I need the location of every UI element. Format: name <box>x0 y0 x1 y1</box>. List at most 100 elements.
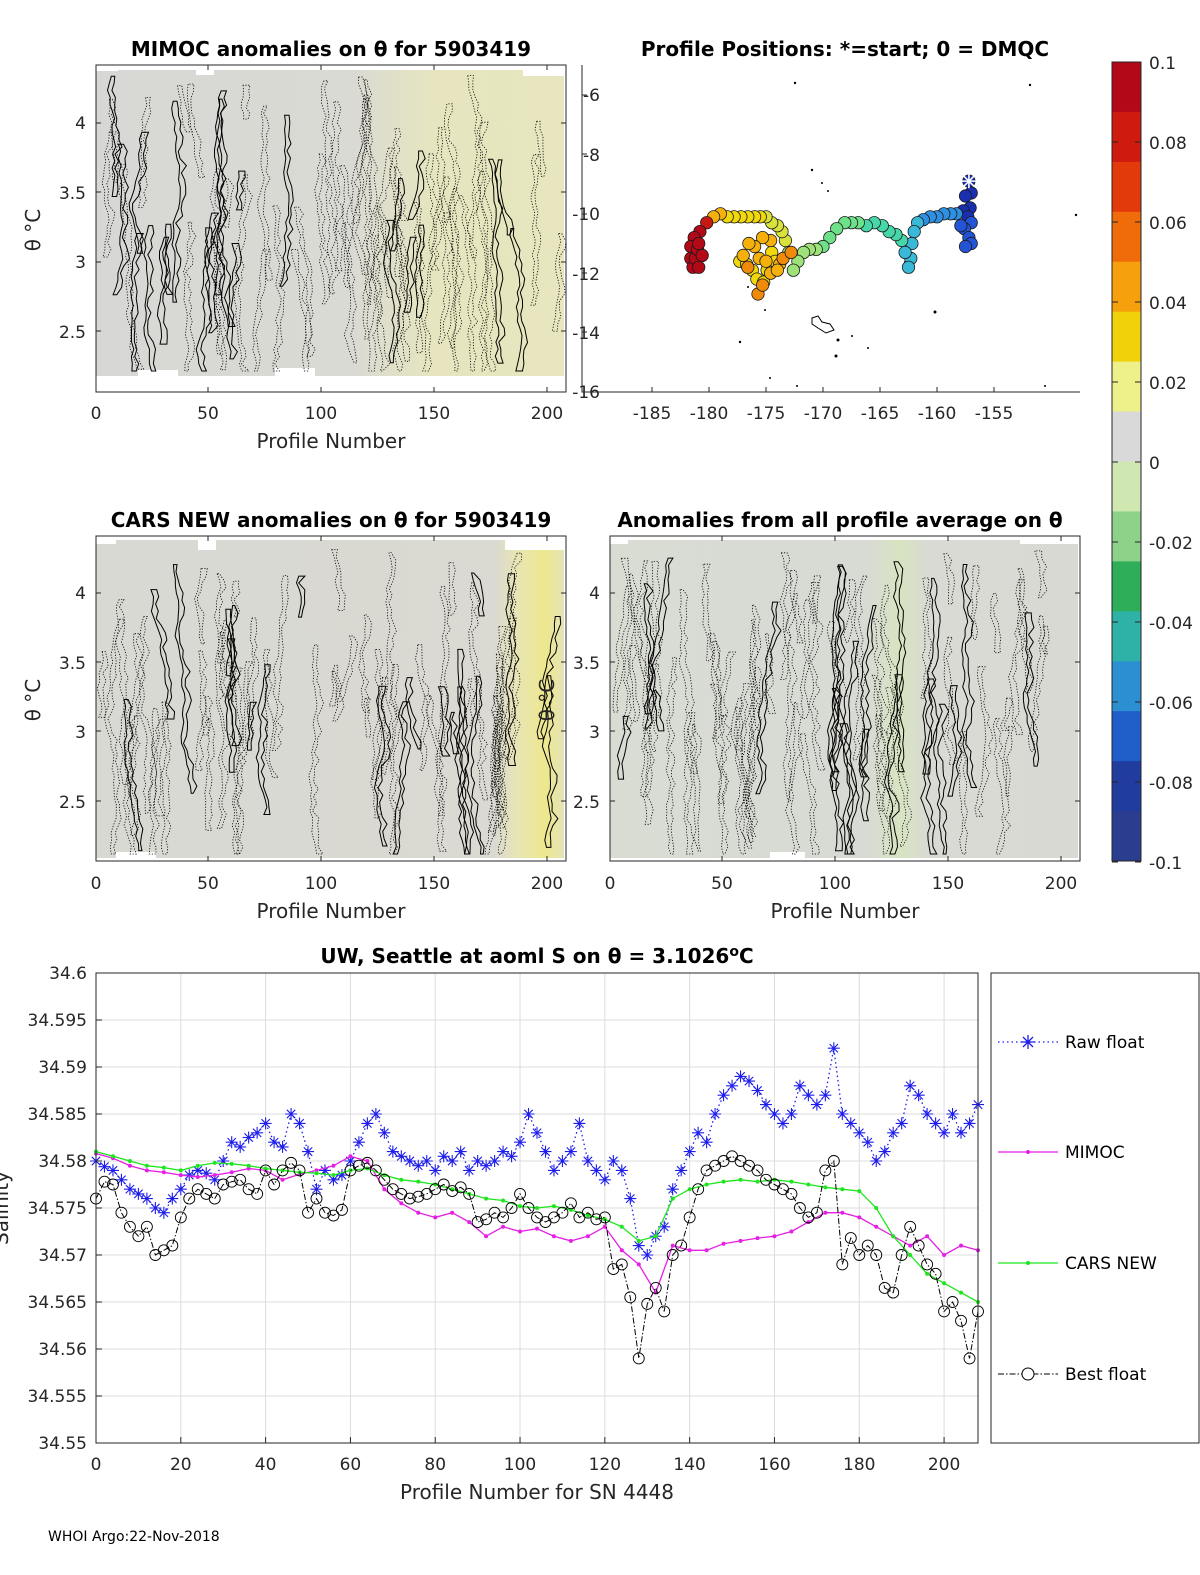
profile-position-marker <box>692 260 706 274</box>
data-point <box>178 1173 183 1178</box>
data-point <box>514 1136 527 1149</box>
data-point <box>539 1145 552 1158</box>
negative-contour <box>871 674 887 811</box>
negative-contour <box>974 666 993 817</box>
data-point <box>641 1249 654 1261</box>
colorbar-swatch <box>1112 661 1141 712</box>
negative-contour <box>392 166 411 362</box>
cars-ytick: 3.5 <box>59 654 86 674</box>
data-point <box>144 1163 149 1168</box>
profile-position-marker <box>770 263 785 277</box>
data-point <box>501 1198 506 1203</box>
data-point <box>166 1239 179 1252</box>
data-point <box>921 1258 934 1271</box>
salinity-title-main: UW, Seattle at aoml S on θ = 3.1026 <box>320 944 729 968</box>
data-point <box>327 1209 340 1222</box>
negative-contour <box>1038 615 1049 655</box>
data-point <box>127 1163 132 1168</box>
colorbar-tick: 0.08 <box>1149 134 1187 154</box>
data-point <box>369 1164 382 1177</box>
data-point <box>259 1164 272 1177</box>
cars-xlabel: Profile Number <box>257 899 407 923</box>
data-point <box>234 1173 247 1186</box>
negative-contour <box>943 636 958 765</box>
data-point <box>195 1174 200 1179</box>
data-point <box>166 1192 179 1205</box>
positions-ytick: -10 <box>572 205 600 225</box>
negative-contour <box>943 553 955 605</box>
profile-position-marker <box>907 225 921 239</box>
data-point <box>857 1215 862 1220</box>
negative-contour <box>231 667 248 855</box>
data-point <box>454 1145 467 1158</box>
data-point <box>429 1164 442 1177</box>
colorbar-swatch <box>1112 161 1141 213</box>
data-point <box>912 1239 925 1252</box>
negative-contour <box>622 573 639 730</box>
data-point <box>602 1224 607 1229</box>
data-point <box>505 1150 518 1163</box>
asterisk-marker-icon <box>1021 1035 1035 1049</box>
positive-contour <box>162 223 174 295</box>
data-point <box>827 1155 840 1167</box>
data-point <box>319 1206 331 1219</box>
data-point <box>382 1187 387 1192</box>
data-point <box>874 1206 879 1210</box>
positive-contour <box>541 616 562 848</box>
negative-contour <box>320 80 340 295</box>
data-point <box>632 1239 645 1252</box>
profile-position-marker <box>741 260 755 274</box>
data-point <box>556 1206 569 1219</box>
positive-contour <box>403 236 417 313</box>
negative-contour <box>487 725 504 832</box>
data-point <box>573 1117 586 1130</box>
series-cars-new <box>94 1149 980 1304</box>
data-point <box>568 1238 573 1243</box>
data-point <box>946 1108 959 1120</box>
positions-xtick: -170 <box>804 404 843 424</box>
positions-ytick: -6 <box>583 86 600 106</box>
positive-contour <box>224 608 238 773</box>
data-point <box>437 1178 450 1191</box>
data-point <box>497 1211 510 1224</box>
colorbar-swatch <box>1112 461 1141 512</box>
negative-contour <box>108 98 120 183</box>
data-point <box>844 1117 857 1130</box>
negative-contour <box>490 653 506 816</box>
data-point <box>658 1305 671 1318</box>
data-point <box>938 1305 951 1318</box>
data-point <box>942 1253 947 1257</box>
positive-contour <box>643 583 656 715</box>
data-point <box>276 1140 289 1153</box>
negative-contour <box>414 644 448 852</box>
legend-entry-mimoc: MIMOC <box>998 1143 1125 1163</box>
data-point <box>217 1178 230 1191</box>
positive-contour <box>464 675 485 855</box>
data-point <box>514 1187 526 1200</box>
data-point <box>433 1182 438 1187</box>
positions-title: Profile Positions: *=start; 0 = DMQC <box>641 37 1049 61</box>
data-point <box>551 1234 556 1239</box>
data-point <box>874 1224 879 1229</box>
average-title: Anomalies from all profile average on θ <box>617 508 1062 532</box>
negative-contour <box>1008 568 1028 735</box>
positive-contour <box>449 711 460 755</box>
negative-contour <box>230 580 241 618</box>
mimoc-anomaly-panel: MIMOC anomalies on θ for 5903419 0 50 10… <box>21 37 567 453</box>
data-point <box>246 1166 251 1171</box>
data-point <box>450 1210 455 1215</box>
data-point <box>743 1075 756 1088</box>
data-point <box>98 1175 111 1188</box>
negative-contour <box>843 579 857 643</box>
data-point <box>721 1179 726 1184</box>
data-point <box>285 1108 298 1120</box>
positive-contour <box>235 170 246 211</box>
data-point <box>666 1183 679 1196</box>
legend-label: CARS NEW <box>1065 1254 1157 1274</box>
data-point <box>581 1155 594 1167</box>
negative-contour <box>1000 697 1013 731</box>
profile-position-marker <box>823 231 837 245</box>
data-point <box>793 1079 806 1092</box>
salinity-xtick: 80 <box>424 1455 446 1475</box>
data-point <box>161 1165 166 1170</box>
